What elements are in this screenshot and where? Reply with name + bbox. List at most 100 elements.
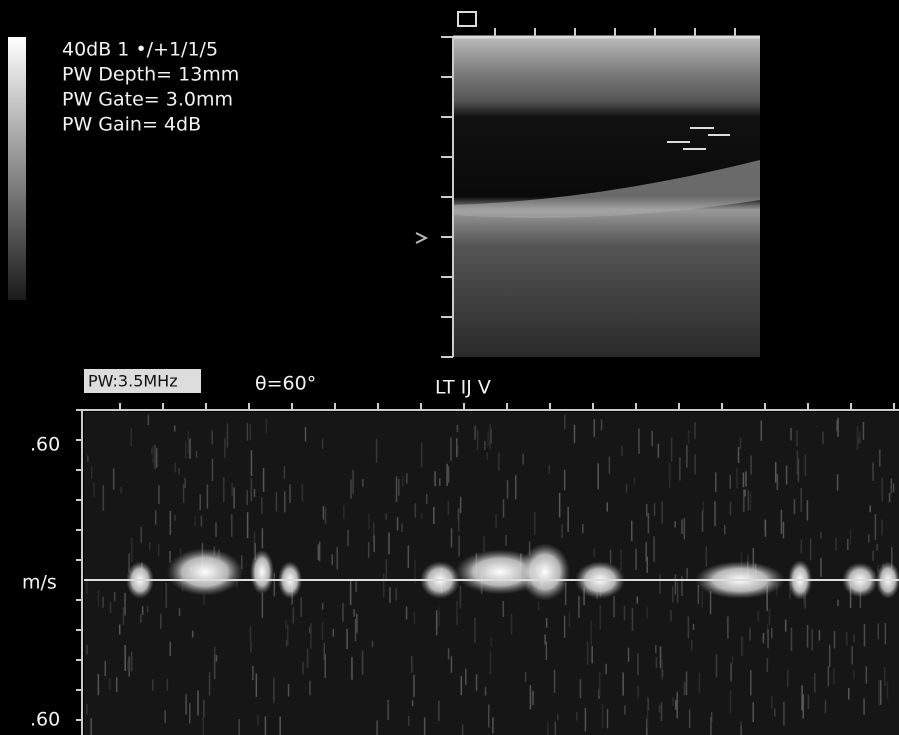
noise-streak: [686, 672, 688, 695]
noise-streak: [538, 601, 540, 610]
noise-streak: [490, 429, 492, 444]
noise-streak: [626, 484, 628, 493]
noise-streak: [822, 431, 824, 444]
noise-streak: [647, 557, 649, 573]
noise-streak: [820, 558, 822, 577]
noise-streak: [158, 485, 160, 504]
noise-streak: [503, 499, 505, 517]
noise-streak: [580, 679, 582, 698]
noise-streak: [744, 489, 746, 496]
noise-streak: [438, 700, 440, 720]
noise-streak: [691, 640, 693, 650]
noise-streak: [885, 623, 887, 644]
noise-streak: [395, 588, 397, 601]
noise-streak: [853, 634, 855, 642]
noise-streak: [325, 654, 327, 678]
noise-streak: [878, 680, 880, 705]
noise-streak: [372, 641, 374, 647]
noise-streak: [621, 446, 623, 456]
noise-streak: [256, 674, 258, 697]
noise-streak: [486, 452, 488, 460]
noise-streak: [798, 458, 800, 481]
noise-streak: [834, 631, 836, 649]
noise-streak: [635, 549, 637, 570]
noise-streak: [850, 529, 852, 545]
noise-streak: [322, 622, 324, 639]
noise-streak: [207, 484, 209, 508]
noise-streak: [715, 472, 717, 492]
noise-streak: [448, 501, 450, 515]
noise-streak: [675, 574, 677, 594]
noise-streak: [511, 614, 512, 635]
noise-streak: [490, 652, 492, 674]
noise-streak: [658, 444, 660, 458]
noise-streak: [859, 437, 861, 444]
noise-streak: [767, 629, 769, 648]
noise-streak: [402, 476, 404, 486]
noise-streak: [433, 507, 435, 524]
noise-streak: [689, 710, 691, 728]
noise-streak: [646, 607, 648, 619]
noise-streak: [846, 632, 848, 646]
noise-streak: [505, 535, 507, 546]
noise-streak: [156, 448, 158, 468]
noise-streak: [426, 494, 428, 504]
noise-streak: [458, 509, 460, 521]
noise-streak: [847, 539, 849, 550]
noise-streak: [184, 478, 186, 488]
noise-streak: [319, 542, 321, 562]
noise-streak: [131, 428, 133, 447]
noise-streak: [353, 609, 355, 617]
noise-streak: [110, 602, 112, 613]
noise-streak: [882, 478, 884, 502]
noise-streak: [458, 536, 460, 557]
noise-streak: [310, 623, 312, 648]
noise-streak: [681, 520, 683, 534]
noise-streak: [694, 454, 696, 474]
noise-streak: [288, 684, 290, 696]
noise-streak: [309, 681, 311, 696]
setting-line: 40dB 1 •/+1/1/5: [62, 39, 218, 61]
noise-streak: [460, 497, 462, 513]
noise-streak: [261, 497, 263, 514]
noise-streak: [250, 642, 252, 653]
noise-streak: [791, 628, 793, 651]
noise-streak: [350, 479, 352, 498]
noise-streak: [679, 457, 681, 480]
noise-streak: [387, 700, 389, 720]
noise-streak: [148, 414, 150, 425]
noise-streak: [693, 624, 695, 630]
noise-streak: [356, 614, 358, 633]
noise-streak: [836, 420, 838, 431]
noise-streak: [672, 586, 674, 603]
noise-streak: [564, 470, 566, 491]
noise-streak: [231, 514, 233, 537]
noise-streak: [893, 483, 895, 492]
noise-streak: [214, 655, 216, 680]
flow-blob: [250, 550, 274, 595]
noise-streak: [476, 674, 478, 691]
noise-streak: [648, 513, 650, 533]
noise-streak: [810, 539, 812, 561]
noise-streak: [637, 596, 639, 603]
noise-streak: [160, 614, 162, 629]
noise-streak: [761, 420, 763, 440]
noise-streak: [785, 620, 787, 632]
noise-streak: [787, 670, 789, 687]
noise-streak: [597, 463, 599, 489]
noise-streak: [546, 618, 548, 628]
setting-line: PW Gain= 4dB: [62, 114, 201, 136]
noise-streak: [881, 520, 883, 536]
noise-streak: [247, 423, 249, 440]
noise-streak: [651, 431, 653, 446]
noise-streak: [388, 532, 390, 554]
noise-streak: [620, 549, 622, 570]
noise-streak: [653, 536, 655, 561]
noise-streak: [743, 489, 745, 512]
noise-streak: [702, 591, 704, 608]
noise-streak: [490, 637, 492, 647]
noise-streak: [215, 522, 217, 536]
noise-streak: [775, 462, 777, 482]
noise-streak: [738, 447, 740, 463]
noise-streak: [544, 634, 546, 644]
